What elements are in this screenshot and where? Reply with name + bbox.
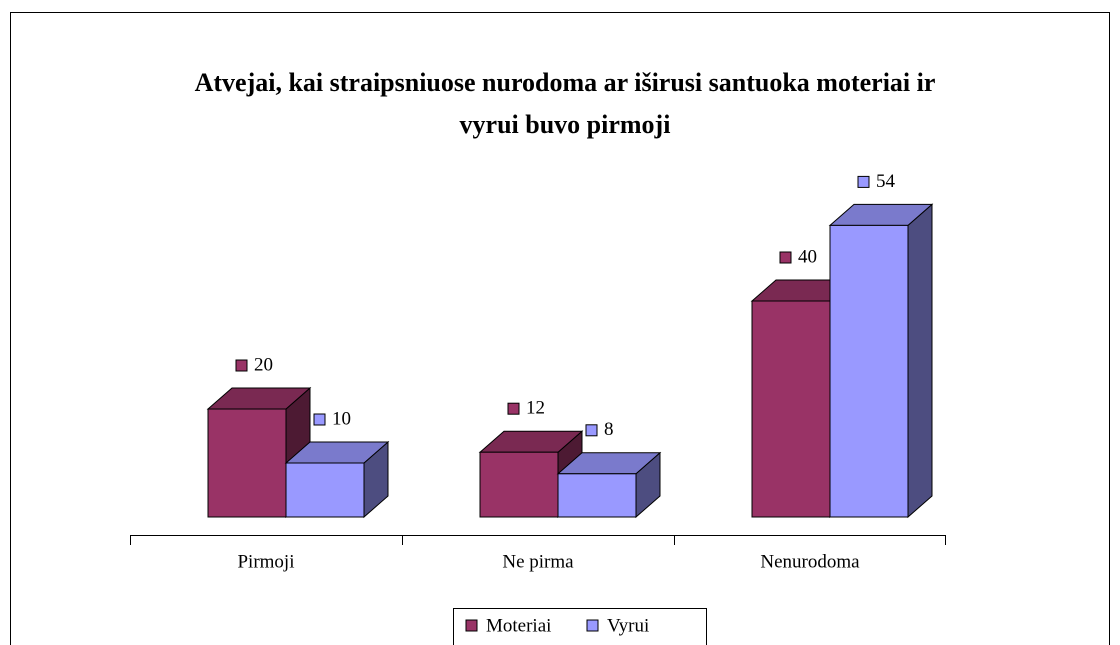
bar xyxy=(830,204,932,517)
value-label-key xyxy=(858,176,869,187)
legend-key xyxy=(466,620,477,631)
value-label-key xyxy=(236,360,247,371)
value-label: 54 xyxy=(876,171,896,192)
bar-front xyxy=(752,301,830,517)
value-label-key xyxy=(586,425,597,436)
bar-front xyxy=(208,409,286,517)
legend-label: Vyrui xyxy=(607,615,649,636)
value-label-key xyxy=(780,252,791,263)
value-label: 10 xyxy=(332,408,351,429)
value-label: 40 xyxy=(798,246,817,267)
bar xyxy=(286,442,388,517)
x-tick-label: Nenurodoma xyxy=(760,551,860,572)
value-label: 20 xyxy=(254,354,273,375)
value-label: 8 xyxy=(604,419,614,440)
x-tick-label: Ne pirma xyxy=(502,551,574,572)
legend-key xyxy=(587,620,598,631)
legend-label: Moteriai xyxy=(486,615,551,636)
bar xyxy=(558,453,660,517)
value-label-key xyxy=(314,414,325,425)
bar-side xyxy=(908,204,932,517)
chart-title-line-1: Atvejai, kai straipsniuose nurodoma ar i… xyxy=(195,68,936,97)
value-label: 12 xyxy=(526,398,545,419)
bar-front xyxy=(286,463,364,517)
value-label-key xyxy=(508,403,519,414)
x-tick-label: Pirmoji xyxy=(237,551,294,572)
chart-border xyxy=(11,13,1110,645)
bar-front xyxy=(480,452,558,517)
bar-front xyxy=(558,474,636,517)
chart-title-line-2: vyrui buvo pirmoji xyxy=(460,110,671,139)
bar-front xyxy=(830,225,908,517)
chart: Atvejai, kai straipsniuose nurodoma ar i… xyxy=(0,0,1120,645)
